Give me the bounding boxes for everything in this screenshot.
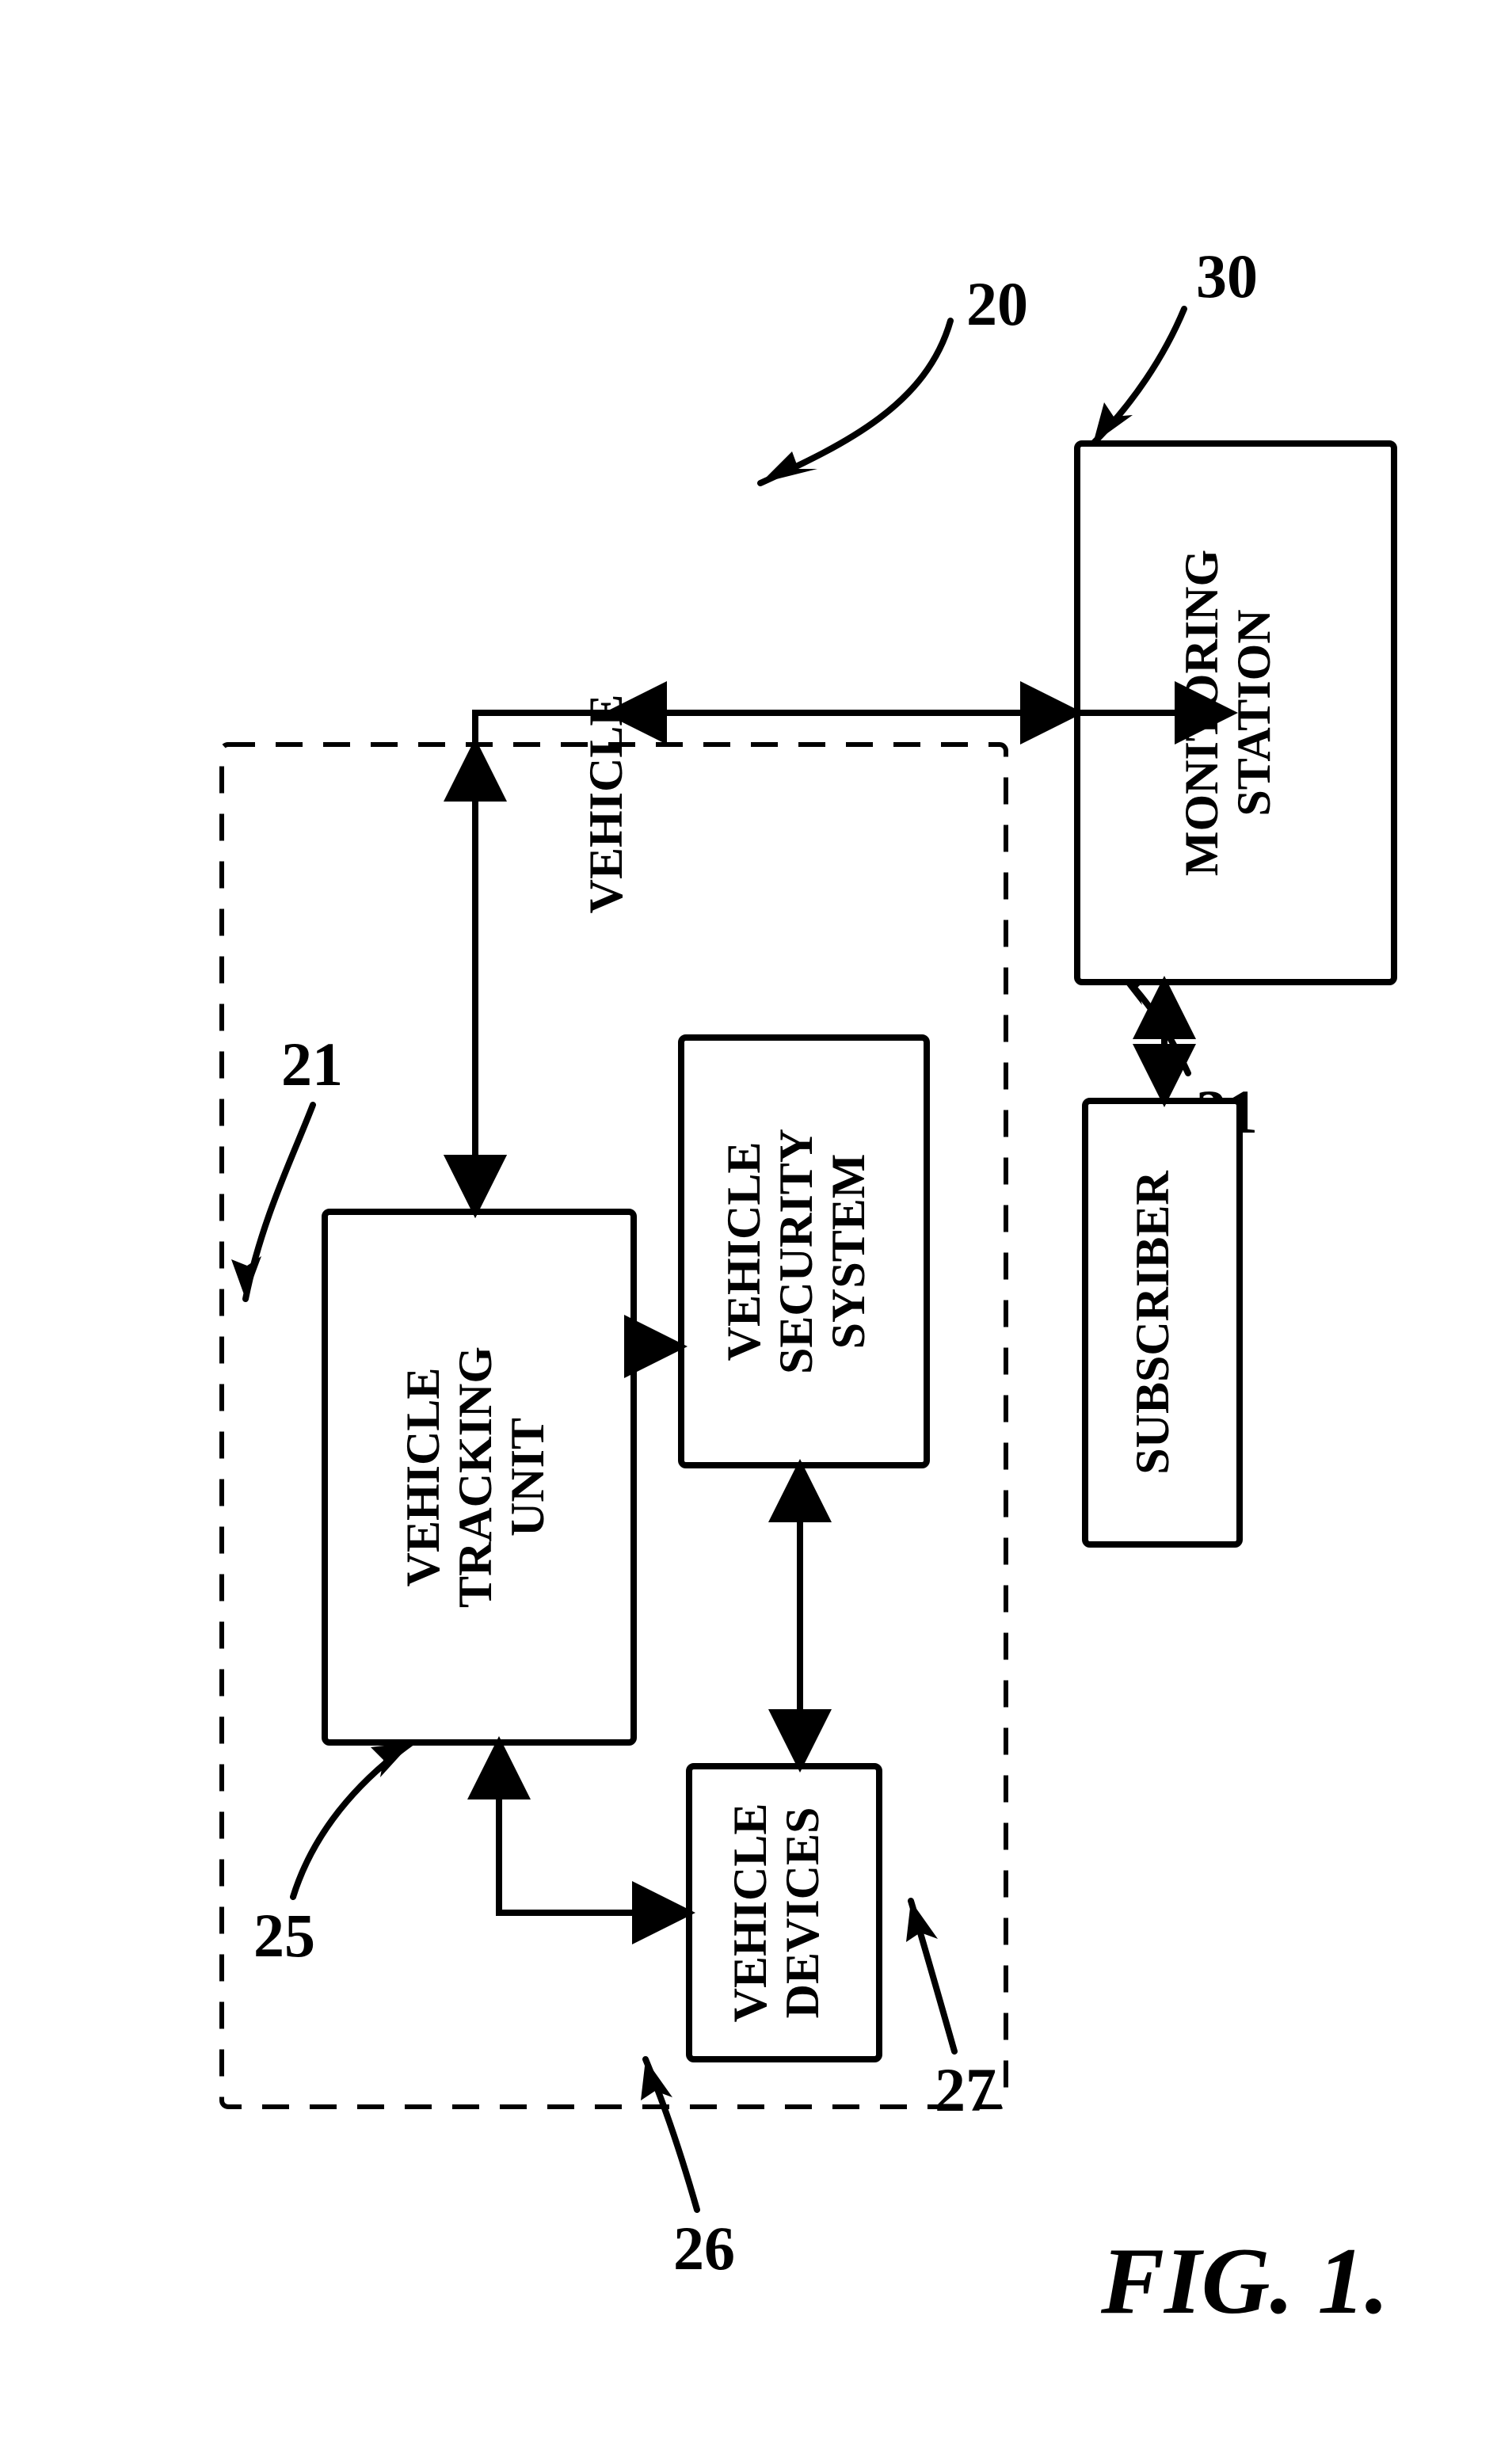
refnum-30: 30 xyxy=(1196,242,1258,310)
svg-text:VEHICLE: VEHICLE xyxy=(397,1368,449,1587)
svg-text:STATION: STATION xyxy=(1228,609,1280,816)
svg-text:VEHICLE: VEHICLE xyxy=(718,1142,770,1361)
refnum-21: 21 xyxy=(281,1030,343,1099)
label-subscriber: SUBSCRIBER xyxy=(1126,1171,1179,1475)
leader-25 xyxy=(293,1742,412,1897)
diagram-root: 20 21 25 26 27 30 31 VEHICLE VEHICLE TRA… xyxy=(0,0,1497,2464)
svg-text:SUBSCRIBER: SUBSCRIBER xyxy=(1126,1171,1179,1475)
refnum-26: 26 xyxy=(673,2214,735,2283)
refnum-27: 27 xyxy=(935,2055,996,2124)
svg-text:SECURITY: SECURITY xyxy=(770,1129,822,1374)
refnum-25: 25 xyxy=(253,1901,315,1970)
svg-text:SYSTEM: SYSTEM xyxy=(822,1154,874,1350)
leader-20-head xyxy=(760,451,817,483)
svg-text:UNIT: UNIT xyxy=(501,1418,554,1537)
label-security: VEHICLE SECURITY SYSTEM xyxy=(718,1129,874,1374)
svg-text:VEHICLE: VEHICLE xyxy=(724,1803,776,2023)
label-devices: VEHICLE DEVICES xyxy=(724,1803,828,2023)
svg-text:DEVICES: DEVICES xyxy=(776,1807,828,2019)
svg-text:VEHICLE: VEHICLE xyxy=(580,695,632,914)
vehicle-label: VEHICLE xyxy=(580,695,632,914)
refnum-20: 20 xyxy=(966,269,1028,338)
figure-label: FIG. 1. xyxy=(1100,2228,1388,2333)
svg-text:TRACKING: TRACKING xyxy=(449,1346,501,1608)
leader-21-head xyxy=(231,1256,261,1299)
